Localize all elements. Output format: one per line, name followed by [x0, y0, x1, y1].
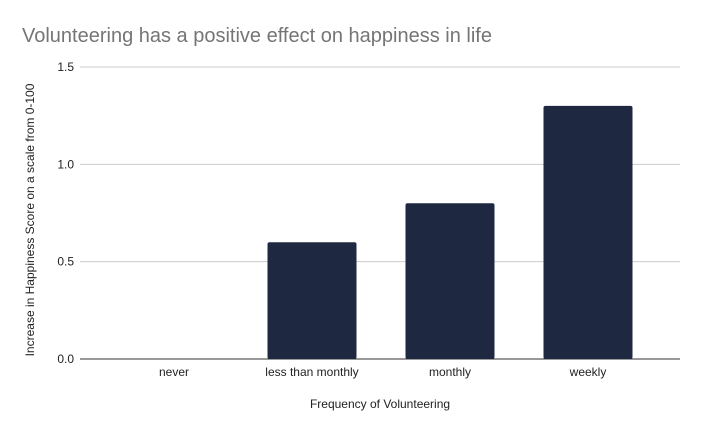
bar-weekly: [543, 105, 633, 359]
x-tick-label: weekly: [569, 365, 607, 379]
bar-monthly: [405, 203, 495, 359]
x-axis-ticks: never less than monthly monthly weekly: [159, 365, 606, 379]
y-tick-label: 0.5: [57, 255, 74, 269]
bar-less-than-monthly: [267, 242, 357, 359]
chart-title: Volunteering has a positive effect on ha…: [22, 25, 492, 47]
bars: [267, 105, 633, 359]
y-axis-ticks: 0.0 0.5 1.0 1.5: [57, 60, 74, 366]
y-tick-label: 1.5: [57, 60, 74, 74]
y-tick-label: 0.0: [57, 352, 74, 366]
x-tick-label: never: [159, 365, 189, 379]
x-tick-label: less than monthly: [265, 365, 358, 379]
x-axis-label: Frequency of Volunteering: [310, 397, 450, 411]
x-tick-label: monthly: [429, 365, 471, 379]
y-tick-label: 1.0: [57, 157, 74, 171]
y-axis-label: Increase in Happiness Score on a scale f…: [23, 83, 37, 356]
